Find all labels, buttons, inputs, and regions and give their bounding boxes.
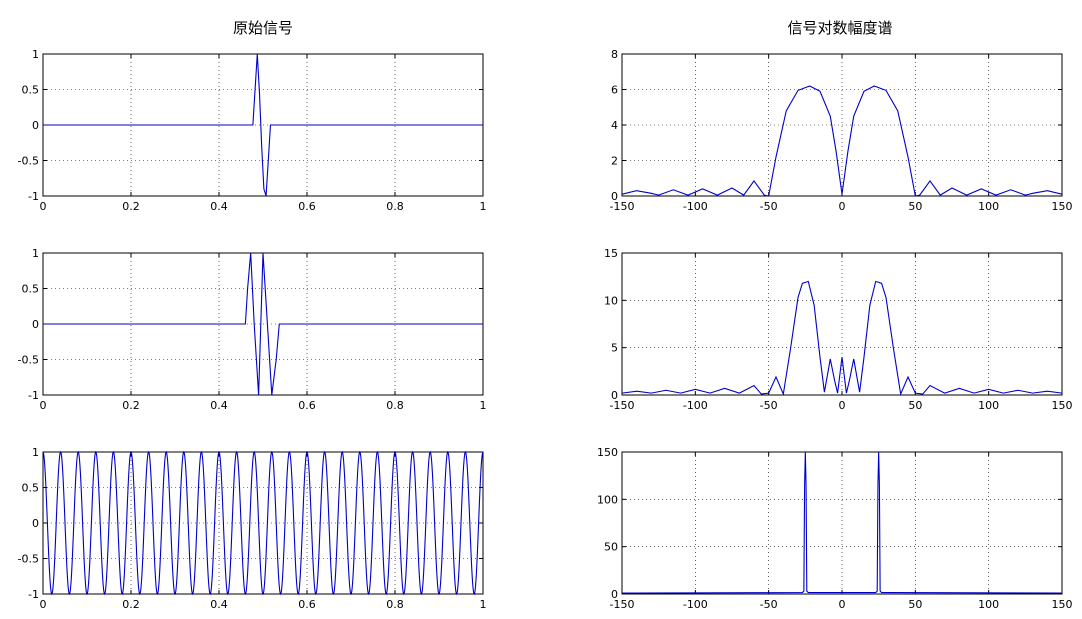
x-tick-label: 100 (978, 200, 999, 213)
x-tick-label: -50 (760, 200, 778, 213)
y-tick-label: 0.5 (22, 482, 40, 495)
y-tick-label: 150 (597, 446, 618, 459)
y-tick-label: 15 (604, 247, 618, 260)
x-tick-label: 0.8 (386, 399, 404, 412)
x-tick-label: 1 (480, 399, 487, 412)
x-tick-label: 50 (908, 399, 922, 412)
x-tick-label: 50 (908, 200, 922, 213)
x-tick-label: 0 (839, 200, 846, 213)
y-tick-label: -0.5 (18, 354, 39, 367)
x-tick-label: 0.4 (210, 399, 228, 412)
y-tick-label: 100 (597, 493, 618, 506)
y-tick-label: 0 (32, 119, 39, 132)
y-tick-label: 1 (32, 446, 39, 459)
y-tick-label: 5 (611, 342, 618, 355)
x-tick-label: 100 (978, 598, 999, 611)
x-tick-label: 0.8 (386, 200, 404, 213)
subplot-sig2: 0 0.2 0.4 0.6 0.8 1 1 0.5 0 -0.5 -1 (18, 247, 487, 412)
y-tick-label: -1 (28, 389, 39, 402)
x-tick-label: 150 (1052, 598, 1073, 611)
x-tick-label: 1 (480, 598, 487, 611)
left-column-title: 原始信号 (233, 19, 293, 37)
y-tick-label: -0.5 (18, 553, 39, 566)
x-tick-label: -100 (683, 200, 708, 213)
y-tick-label: 4 (611, 119, 618, 132)
x-tick-label: 0 (839, 399, 846, 412)
x-tick-label: 0 (40, 598, 47, 611)
x-tick-label: 0.2 (122, 200, 140, 213)
subplot-sig1: 0 0.2 0.4 0.6 0.8 1 1 0.5 0 -0.5 -1 (18, 48, 487, 213)
y-tick-label: 1 (32, 247, 39, 260)
x-tick-label: 100 (978, 399, 999, 412)
x-tick-label: 0.8 (386, 598, 404, 611)
x-tick-label: -50 (760, 598, 778, 611)
y-tick-label: 0 (611, 190, 618, 203)
x-tick-label: 0.2 (122, 399, 140, 412)
y-tick-label: 6 (611, 84, 618, 97)
x-tick-label: 0 (40, 399, 47, 412)
y-tick-label: 50 (604, 541, 618, 554)
x-tick-label: 150 (1052, 200, 1073, 213)
y-tick-label: 2 (611, 155, 618, 168)
x-tick-label: 0 (40, 200, 47, 213)
x-tick-label: 150 (1052, 399, 1073, 412)
y-tick-label: 0.5 (22, 283, 40, 296)
y-tick-label: -1 (28, 588, 39, 601)
y-tick-label: 0 (32, 318, 39, 331)
x-tick-label: 0.2 (122, 598, 140, 611)
x-tick-label: 0.6 (298, 200, 316, 213)
y-tick-label: -1 (28, 190, 39, 203)
x-tick-label: 50 (908, 598, 922, 611)
x-tick-label: -50 (760, 399, 778, 412)
y-tick-label: 8 (611, 48, 618, 61)
y-tick-label: -0.5 (18, 155, 39, 168)
x-tick-label: 1 (480, 200, 487, 213)
x-tick-label: 0.6 (298, 399, 316, 412)
subplot-grid: 0 0.2 0.4 0.6 0.8 110.50-0.5-1-150 -100 -50 0 50 1… (18, 48, 1073, 611)
y-tick-label: 10 (604, 294, 618, 307)
right-column-title: 信号对数幅度谱 (787, 19, 892, 37)
x-tick-label: 0.6 (298, 598, 316, 611)
x-tick-label: 0.4 (210, 200, 228, 213)
y-tick-label: 0.5 (22, 84, 40, 97)
x-tick-label: 0.4 (210, 598, 228, 611)
y-tick-label: 0 (611, 588, 618, 601)
x-tick-label: -100 (683, 399, 708, 412)
y-tick-label: 0 (32, 517, 39, 530)
x-tick-label: 0 (839, 598, 846, 611)
subplot-sig3: 0 0.2 0.4 0.6 0.8 1 1 0.5 0 -0.5 -1 (18, 446, 487, 611)
x-tick-label: -100 (683, 598, 708, 611)
y-tick-label: 0 (611, 389, 618, 402)
y-tick-label: 1 (32, 48, 39, 61)
